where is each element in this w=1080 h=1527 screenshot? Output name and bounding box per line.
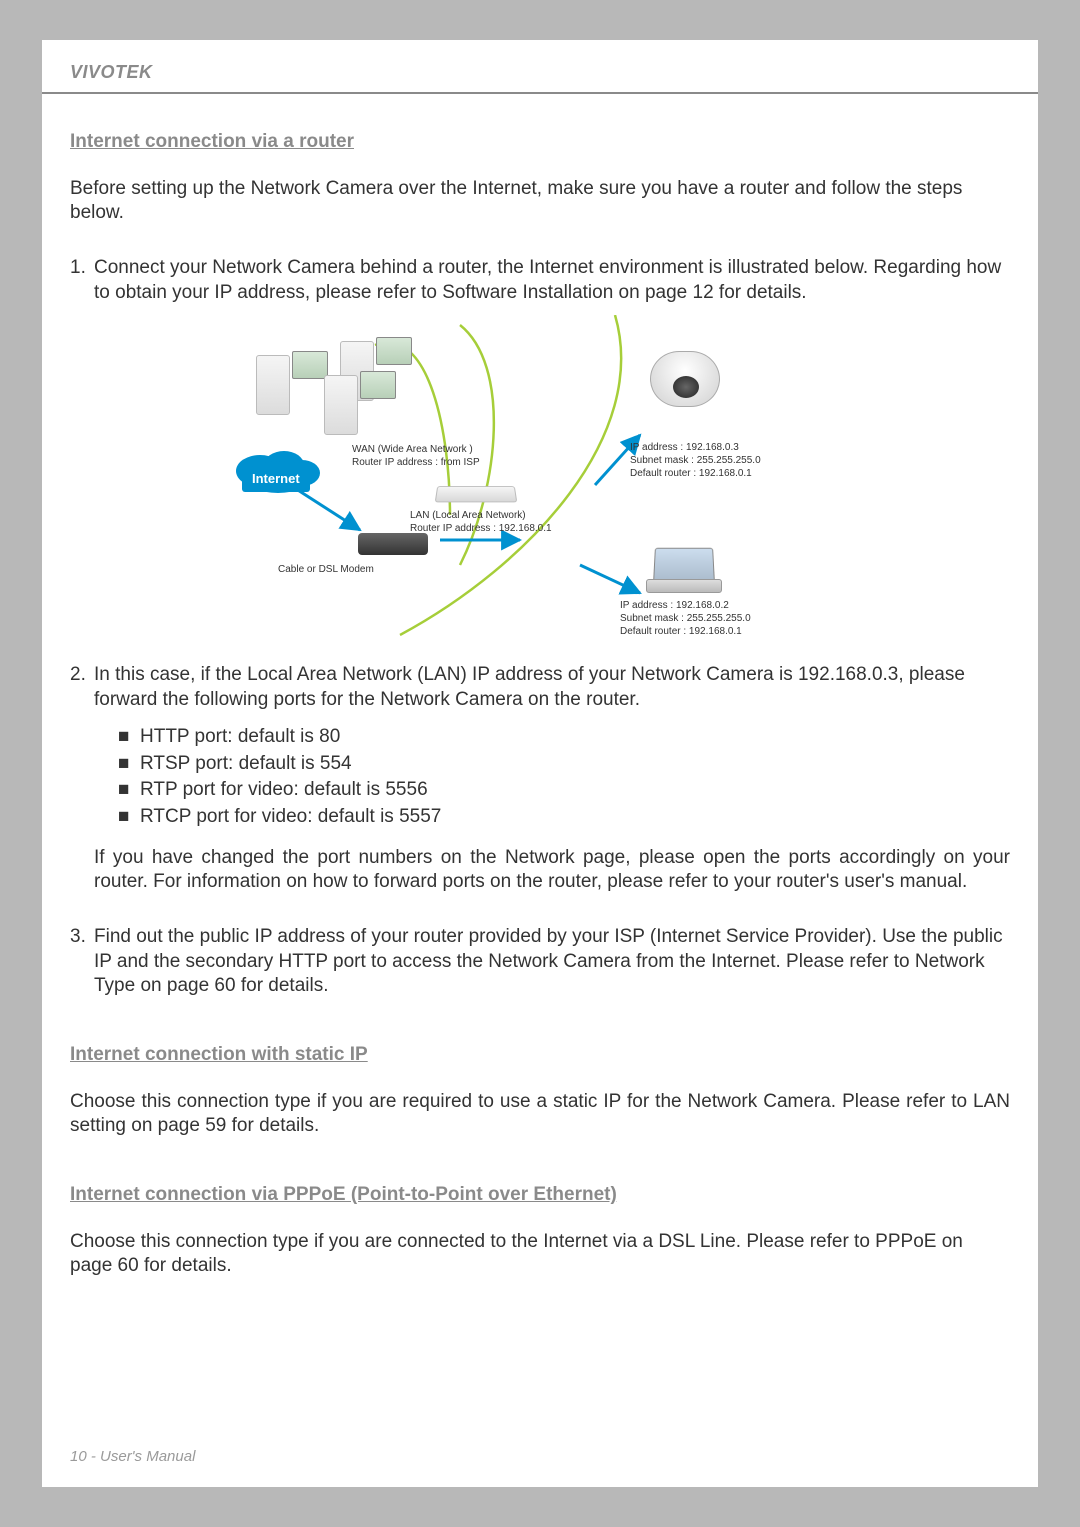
content-area: Internet connection via a router Before … bbox=[70, 130, 1010, 1279]
page: VIVOTEK Internet connection via a router… bbox=[42, 40, 1038, 1487]
camera-icon bbox=[650, 351, 720, 407]
section2-body: Choose this connection type if you are r… bbox=[70, 1090, 1010, 1139]
pc-tower-1-icon bbox=[256, 355, 290, 415]
header-rule bbox=[42, 92, 1038, 94]
port-list: ■HTTP port: default is 80 ■RTSP port: de… bbox=[118, 725, 1010, 830]
port-item: ■RTSP port: default is 554 bbox=[118, 752, 1010, 777]
modem-icon bbox=[358, 533, 428, 555]
port-item: ■RTCP port for video: default is 5557 bbox=[118, 805, 1010, 830]
lan-label: LAN (Local Area Network) Router IP addre… bbox=[410, 509, 552, 535]
camera-mask: Subnet mask : 255.255.255.0 bbox=[630, 454, 761, 467]
step-1: 1. Connect your Network Camera behind a … bbox=[70, 256, 1010, 305]
wan-line1: WAN (Wide Area Network ) bbox=[352, 443, 480, 456]
wan-line2: Router IP address : from ISP bbox=[352, 456, 480, 469]
port-item: ■HTTP port: default is 80 bbox=[118, 725, 1010, 750]
bullet-icon: ■ bbox=[118, 725, 140, 750]
laptop-icon bbox=[646, 547, 722, 595]
section-title-router: Internet connection via a router bbox=[70, 130, 1010, 155]
port-text: RTCP port for video: default is 5557 bbox=[140, 805, 441, 830]
step-3-body: Find out the public IP address of your r… bbox=[94, 925, 1010, 999]
section3-body: Choose this connection type if you are c… bbox=[70, 1230, 1010, 1279]
bullet-icon: ■ bbox=[118, 778, 140, 803]
laptop-router: Default router : 192.168.0.1 bbox=[620, 625, 751, 638]
section-title-static: Internet connection with static IP bbox=[70, 1043, 1010, 1068]
modem-label: Cable or DSL Modem bbox=[278, 563, 374, 576]
step-2-note: If you have changed the port numbers on … bbox=[94, 846, 1010, 895]
port-text: RTP port for video: default is 5556 bbox=[140, 778, 428, 803]
pc-screen-3-icon bbox=[360, 371, 396, 399]
step-2-lead: In this case, if the Local Area Network … bbox=[94, 663, 1010, 712]
section-title-pppoe: Internet connection via PPPoE (Point-to-… bbox=[70, 1183, 1010, 1208]
router-icon bbox=[435, 487, 518, 503]
step-1-body: Connect your Network Camera behind a rou… bbox=[94, 256, 1010, 305]
step-2: 2. In this case, if the Local Area Netwo… bbox=[70, 663, 1010, 712]
footer-text: 10 - User's Manual bbox=[70, 1448, 195, 1465]
step-3-number: 3. bbox=[70, 925, 94, 999]
pc-tower-3-icon bbox=[324, 375, 358, 435]
lan-line1: LAN (Local Area Network) bbox=[410, 509, 552, 522]
camera-ip-block: IP address : 192.168.0.3 Subnet mask : 2… bbox=[630, 441, 761, 480]
brand-text: VIVOTEK bbox=[70, 62, 153, 83]
bullet-icon: ■ bbox=[118, 805, 140, 830]
camera-router: Default router : 192.168.0.1 bbox=[630, 467, 761, 480]
bullet-icon: ■ bbox=[118, 752, 140, 777]
step-1-number: 1. bbox=[70, 256, 94, 305]
network-diagram: Internet Cable or DSL Modem WAN (Wide Ar… bbox=[200, 315, 880, 645]
step-2-number: 2. bbox=[70, 663, 94, 712]
port-text: HTTP port: default is 80 bbox=[140, 725, 340, 750]
port-text: RTSP port: default is 554 bbox=[140, 752, 352, 777]
lan-line2: Router IP address : 192.168.0.1 bbox=[410, 522, 552, 535]
laptop-ip: IP address : 192.168.0.2 bbox=[620, 599, 751, 612]
section1-intro: Before setting up the Network Camera ove… bbox=[70, 177, 1010, 226]
laptop-ip-block: IP address : 192.168.0.2 Subnet mask : 2… bbox=[620, 599, 751, 638]
laptop-mask: Subnet mask : 255.255.255.0 bbox=[620, 612, 751, 625]
internet-label: Internet bbox=[242, 467, 310, 492]
camera-ip: IP address : 192.168.0.3 bbox=[630, 441, 761, 454]
pc-screen-2-icon bbox=[376, 337, 412, 365]
pc-screen-1-icon bbox=[292, 351, 328, 379]
wan-label: WAN (Wide Area Network ) Router IP addre… bbox=[352, 443, 480, 469]
port-item: ■RTP port for video: default is 5556 bbox=[118, 778, 1010, 803]
step-3: 3. Find out the public IP address of you… bbox=[70, 925, 1010, 999]
